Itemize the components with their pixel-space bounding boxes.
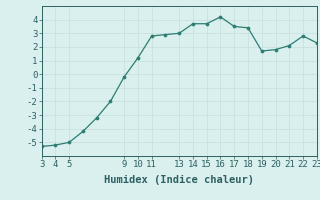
X-axis label: Humidex (Indice chaleur): Humidex (Indice chaleur) — [104, 175, 254, 185]
